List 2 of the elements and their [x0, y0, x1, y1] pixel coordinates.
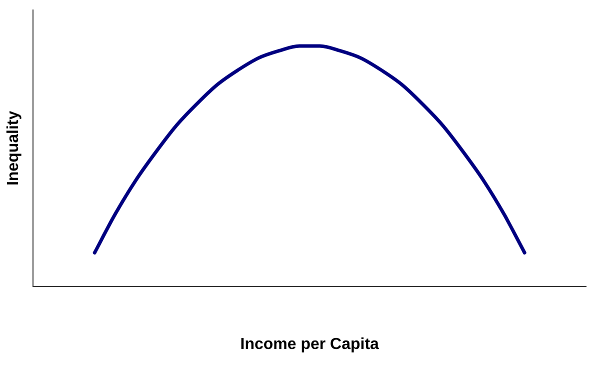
x-axis-title: Income per Capita: [240, 336, 380, 353]
y-axis-title: Inequality: [5, 110, 22, 186]
